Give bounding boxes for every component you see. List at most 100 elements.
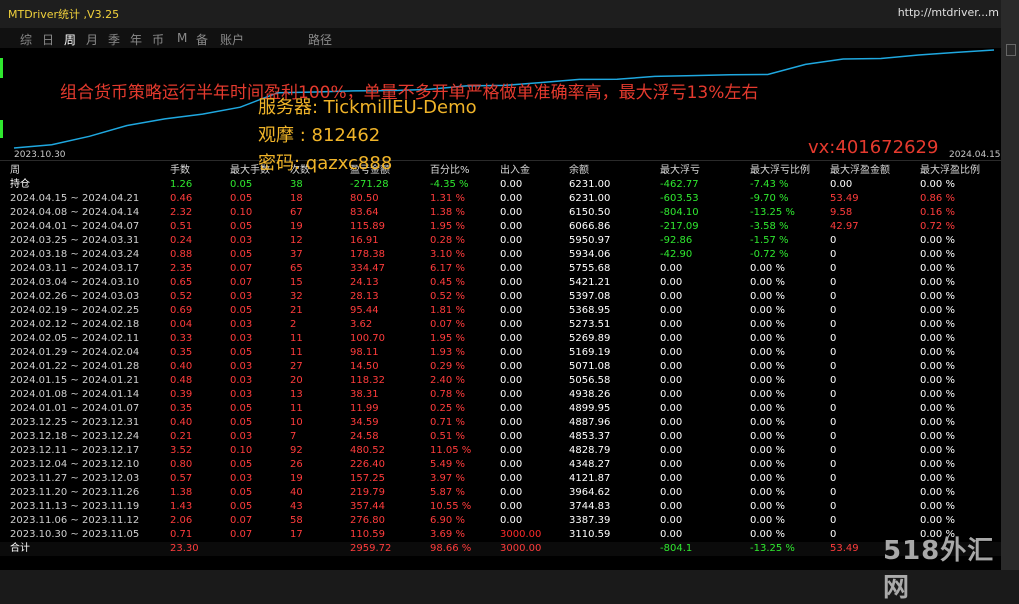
holding-balance: 6231.00 [569, 179, 611, 190]
cell-max-float-loss-pct: -3.58 % [750, 221, 789, 232]
cell-count: 10 [290, 417, 303, 428]
cell-max-float-loss-pct: 0.00 % [750, 515, 785, 526]
cell-pct: 11.05 % [430, 445, 472, 456]
cell-max-float-loss-pct: 0.00 % [750, 417, 785, 428]
cell-count: 37 [290, 249, 303, 260]
tab-6[interactable]: 币 [152, 33, 165, 47]
cell-balance: 6066.86 [569, 221, 611, 232]
cell-max-float-loss: 0.00 [660, 277, 683, 288]
overlay-password: 密码: qazxc888 [258, 153, 393, 174]
website-link[interactable]: http://mtdriver...m [897, 6, 999, 19]
column-header: 余额 [569, 165, 589, 176]
tab-2[interactable]: 周 [64, 33, 77, 47]
table-row: 2024.03.04 ~ 2024.03.10 0.65 0.07 15 24.13 0.… [0, 276, 1001, 290]
cell-count: 15 [290, 277, 303, 288]
cell-flow: 0.00 [500, 375, 523, 386]
cell-lots: 2.06 [170, 515, 193, 526]
cell-max-float-profit-pct: 0.00 % [920, 501, 955, 512]
cell-balance: 3387.39 [569, 515, 611, 526]
cell-period: 2024.04.08 ~ 2024.04.14 [10, 207, 140, 218]
cell-count: 27 [290, 361, 303, 372]
cell-max-float-loss-pct: 0.00 % [750, 431, 785, 442]
total-lots: 23.30 [170, 543, 199, 554]
cell-pct: 1.31 % [430, 193, 465, 204]
column-header: 最大浮亏 [660, 165, 700, 176]
tab-7[interactable]: M [177, 31, 188, 45]
cell-max-float-loss: 0.00 [660, 459, 683, 470]
tab-3[interactable]: 月 [86, 33, 99, 47]
cell-balance: 5934.06 [569, 249, 611, 260]
cell-count: 58 [290, 515, 303, 526]
column-header: 最大浮盈金额 [830, 165, 890, 176]
cell-max-float-loss: 0.00 [660, 417, 683, 428]
tab-10[interactable]: 路径 [308, 33, 333, 47]
cell-lots: 3.52 [170, 445, 193, 456]
pin-icon[interactable] [1006, 44, 1016, 56]
tab-4[interactable]: 季 [108, 33, 121, 47]
site-watermark: 518外汇网 [883, 536, 995, 603]
tab-0[interactable]: 综 [20, 33, 33, 47]
cell-balance: 4348.27 [569, 459, 611, 470]
cell-pnl: 157.25 [350, 473, 385, 484]
cell-pct: 5.49 % [430, 459, 465, 470]
cell-pnl: 357.44 [350, 501, 385, 512]
cell-max-float-profit: 0 [830, 459, 837, 470]
table-row: 2024.02.26 ~ 2024.03.03 0.52 0.03 32 28.13 0.… [0, 290, 1001, 304]
cell-pct: 3.69 % [430, 529, 465, 540]
cell-max-float-loss: 0.00 [660, 501, 683, 512]
holding-row: 持仓 1.26 0.05 38 -271.28 -4.35 % 0.00 6231.00 -46… [0, 178, 1001, 192]
tab-8[interactable]: 备 [196, 33, 209, 47]
overlay-wechat: vx:401672629 [808, 137, 939, 158]
chart-start-date: 2023.10.30 [14, 150, 66, 160]
holding-max-float-loss: -462.77 [660, 179, 699, 190]
cell-flow: 0.00 [500, 193, 523, 204]
cell-max-lots: 0.07 [230, 515, 253, 526]
column-header: 最大浮盈比例 [920, 165, 980, 176]
cell-period: 2024.02.19 ~ 2024.02.25 [10, 305, 140, 316]
cell-max-float-profit: 0 [830, 431, 837, 442]
cell-max-float-profit: 0 [830, 501, 837, 512]
cell-max-lots: 0.05 [230, 487, 253, 498]
tab-5[interactable]: 年 [130, 33, 143, 47]
cell-flow: 0.00 [500, 263, 523, 274]
cell-max-float-loss: 0.00 [660, 347, 683, 358]
cell-lots: 0.39 [170, 389, 193, 400]
tab-9[interactable]: 账户 [220, 33, 245, 47]
cell-lots: 2.35 [170, 263, 193, 274]
cell-max-float-loss-pct: 0.00 % [750, 501, 785, 512]
table-row: 2024.01.15 ~ 2024.01.21 0.48 0.03 20 118.32 2… [0, 374, 1001, 388]
cell-lots: 0.88 [170, 249, 193, 260]
cell-max-lots: 0.03 [230, 389, 253, 400]
cell-max-float-profit: 0 [830, 529, 837, 540]
table-row: 2024.02.12 ~ 2024.02.18 0.04 0.03 2 3.62 0.07… [0, 318, 1001, 332]
cell-max-float-profit-pct: 0.00 % [920, 445, 955, 456]
cell-max-float-loss: 0.00 [660, 473, 683, 484]
cell-max-float-profit: 0 [830, 445, 837, 456]
cell-balance: 5056.58 [569, 375, 611, 386]
cell-lots: 0.35 [170, 403, 193, 414]
cell-period: 2024.01.22 ~ 2024.01.28 [10, 361, 140, 372]
cell-period: 2023.12.04 ~ 2023.12.10 [10, 459, 140, 470]
cell-max-lots: 0.05 [230, 221, 253, 232]
cell-count: 11 [290, 403, 303, 414]
tab-1[interactable]: 日 [42, 33, 55, 47]
cell-lots: 0.48 [170, 375, 193, 386]
cell-pnl: 80.50 [350, 193, 379, 204]
cell-pct: 1.81 % [430, 305, 465, 316]
equity-chart: 2023.10.30 2024.04.15 [0, 48, 1001, 161]
table-row: 2024.04.15 ~ 2024.04.21 0.46 0.05 18 80.50 1.… [0, 192, 1001, 206]
cell-max-lots: 0.03 [230, 431, 253, 442]
equity-curve-svg [13, 49, 995, 149]
table-row: 2024.01.22 ~ 2024.01.28 0.40 0.03 27 14.50 0.… [0, 360, 1001, 374]
cell-period: 2023.11.27 ~ 2023.12.03 [10, 473, 140, 484]
right-scroll-strip[interactable] [1001, 0, 1019, 570]
cell-flow: 0.00 [500, 403, 523, 414]
cell-max-lots: 0.10 [230, 445, 253, 456]
cell-period: 2023.11.13 ~ 2023.11.19 [10, 501, 140, 512]
cell-max-float-profit: 0 [830, 333, 837, 344]
cell-max-float-profit: 0 [830, 277, 837, 288]
cell-max-float-profit-pct: 0.00 % [920, 375, 955, 386]
cell-pnl: 34.59 [350, 417, 379, 428]
cell-max-float-profit-pct: 0.72 % [920, 221, 955, 232]
cell-max-lots: 0.03 [230, 291, 253, 302]
